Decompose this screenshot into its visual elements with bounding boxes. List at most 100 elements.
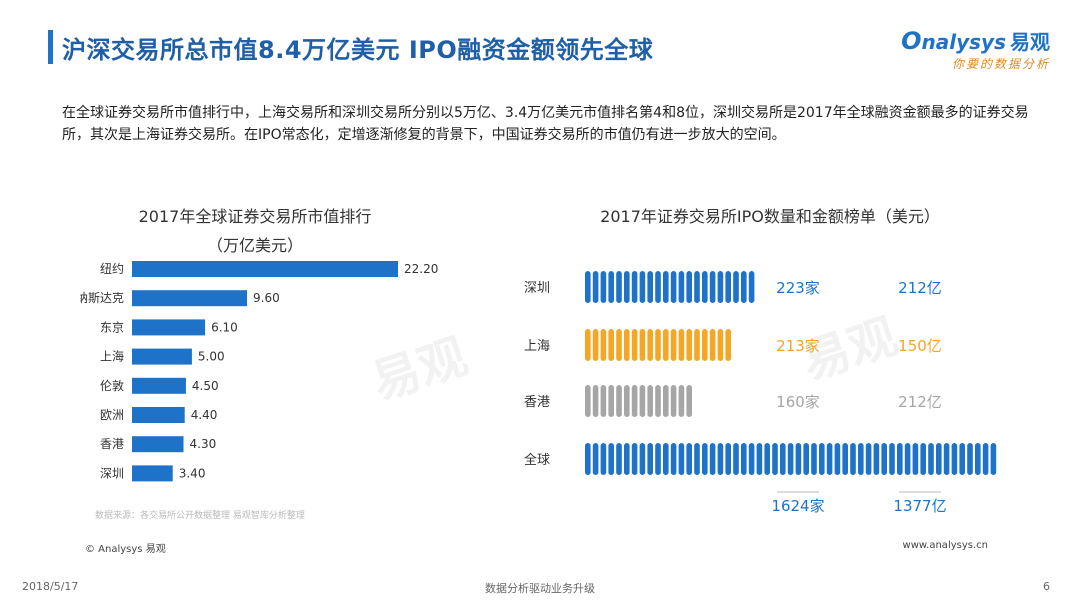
bar-value-label: 4.30	[190, 437, 217, 451]
ipo-pictogram-pill	[631, 385, 638, 417]
ipo-pictogram-pill	[670, 271, 677, 303]
bar-category-label: 纳斯达克	[80, 291, 124, 305]
footer-date: 2018/5/17	[22, 580, 79, 593]
bar-category-label: 上海	[100, 349, 124, 364]
ipo-pictogram-pill	[585, 443, 591, 475]
ipo-pictogram-pill	[975, 443, 981, 475]
ipo-pictogram-pill	[904, 443, 911, 475]
ipo-pictogram-pill	[616, 329, 622, 361]
intro-paragraph: 在全球证券交易所市值排行中，上海交易所和深圳交易所分别以5万亿、3.4万亿美元市…	[62, 105, 1029, 143]
ipo-pictogram-pill	[990, 443, 997, 475]
left-chart-title-1: 2017年全球证券交易所市值排行	[138, 207, 372, 226]
ipo-pictogram-pill	[663, 385, 669, 417]
ipo-pictogram-pill	[608, 385, 614, 417]
bar-2	[132, 319, 206, 336]
ipo-pictogram-pill	[686, 271, 692, 303]
bar-category-label: 东京	[100, 320, 124, 334]
ipo-pictogram-pill	[881, 443, 887, 475]
ipo-pictogram-pill	[967, 443, 973, 475]
bar-category-label: 纽约	[100, 261, 124, 276]
ipo-pictogram-pill	[741, 271, 747, 303]
ipo-pictogram-pill	[592, 443, 599, 475]
copyright: © Analysys 易观	[85, 544, 166, 555]
ipo-pictogram-pill	[631, 443, 638, 475]
bar-value-label: 22.20	[404, 262, 438, 276]
bar-value-label: 4.40	[191, 408, 218, 422]
bar-value-label: 3.40	[179, 466, 206, 480]
ipo-pictogram-pill	[624, 271, 630, 303]
ipo-pictogram-pill	[678, 443, 685, 475]
ipo-pictogram-pill	[600, 385, 607, 417]
page-number: 6	[1043, 580, 1050, 593]
bar-4	[132, 377, 186, 394]
ipo-pictogram-pill	[717, 443, 724, 475]
title-accent-bar	[48, 30, 53, 64]
ipo-pictogram-pill	[725, 329, 731, 361]
ipo-pictogram-pill	[741, 443, 747, 475]
ipo-pictogram-pill	[600, 271, 607, 303]
ipo-pictogram-pill	[811, 443, 817, 475]
ipo-pictogram-pill	[764, 443, 770, 475]
bar-1	[132, 290, 248, 307]
ipo-pictogram-pill	[670, 385, 677, 417]
ipo-pictogram-pill	[647, 329, 653, 361]
ipo-pictogram-pill	[912, 443, 919, 475]
ipo-pictogram-pill	[655, 385, 661, 417]
bar-value-label: 5.00	[198, 350, 225, 364]
ipo-pictogram-pill	[678, 271, 685, 303]
ipo-pictogram-pill	[678, 385, 685, 417]
ipo-pictogram-pill	[725, 271, 731, 303]
website-link[interactable]: www.analysys.cn	[902, 540, 988, 551]
ipo-pictogram-pill	[709, 443, 716, 475]
ipo-pictogram-pill	[959, 443, 965, 475]
ipo-amount-label: 212亿	[898, 393, 942, 411]
ipo-pictogram-pill	[717, 329, 724, 361]
ipo-pictogram-pill	[772, 443, 778, 475]
ipo-pictogram-pill	[585, 271, 591, 303]
ipo-pictogram-pill	[624, 329, 630, 361]
ipo-pictogram-pill	[647, 443, 653, 475]
ipo-pictogram-pill	[756, 443, 763, 475]
bar-7	[132, 465, 173, 482]
ipo-count-label: 1624家	[771, 497, 824, 515]
ipo-pictogram-pill	[585, 329, 591, 361]
ipo-count-label: 223家	[776, 279, 820, 297]
footer-slogan: 数据分析驱动业务升级	[485, 582, 595, 595]
source-note: 数据来源：各交易所公开数据整理 易观智库分析整理	[95, 511, 305, 521]
ipo-pictogram-pill	[748, 271, 755, 303]
ipo-pictogram-pill	[725, 443, 731, 475]
logo-slogan: 你要的数据分析	[951, 57, 1050, 71]
page-title: 沪深交易所总市值8.4万亿美元 IPO融资金额领先全球	[62, 36, 654, 64]
ipo-pictogram-pill	[717, 271, 724, 303]
bar-category-label: 欧洲	[100, 408, 124, 422]
ipo-pictogram-pill	[873, 443, 880, 475]
ipo-pictogram-pill	[795, 443, 802, 475]
ipo-pictogram-pill	[592, 329, 599, 361]
bar-value-label: 6.10	[211, 320, 238, 334]
ipo-pictogram-pill	[647, 271, 653, 303]
ipo-exchange-label: 香港	[524, 395, 550, 410]
ipo-exchange-label: 全球	[524, 452, 550, 468]
ipo-pictogram-pill	[585, 385, 591, 417]
logo-cn: 易观	[1010, 30, 1050, 54]
ipo-pictogram-pill	[951, 443, 958, 475]
ipo-pictogram-pill	[787, 443, 794, 475]
ipo-pictogram-pill	[943, 443, 950, 475]
ipo-pictogram-pill	[686, 443, 692, 475]
ipo-pictogram-pill	[639, 443, 646, 475]
ipo-amount-label: 212亿	[898, 279, 942, 297]
ipo-pictogram-pill	[694, 443, 700, 475]
ipo-pictogram-pill	[748, 443, 755, 475]
ipo-pictogram-pill	[616, 271, 622, 303]
ipo-pictogram-pill	[834, 443, 841, 475]
ipo-pictogram-pill	[702, 271, 708, 303]
ipo-pictogram-pill	[647, 385, 653, 417]
ipo-pictogram-pill	[608, 443, 614, 475]
bar-category-label: 香港	[100, 437, 124, 451]
bar-6	[132, 436, 184, 453]
bar-category-label: 深圳	[100, 466, 124, 480]
ipo-exchange-label: 深圳	[524, 281, 550, 296]
ipo-pictogram-pill	[733, 271, 739, 303]
ipo-pictogram-pill	[702, 329, 708, 361]
ipo-pictogram-pill	[600, 329, 607, 361]
